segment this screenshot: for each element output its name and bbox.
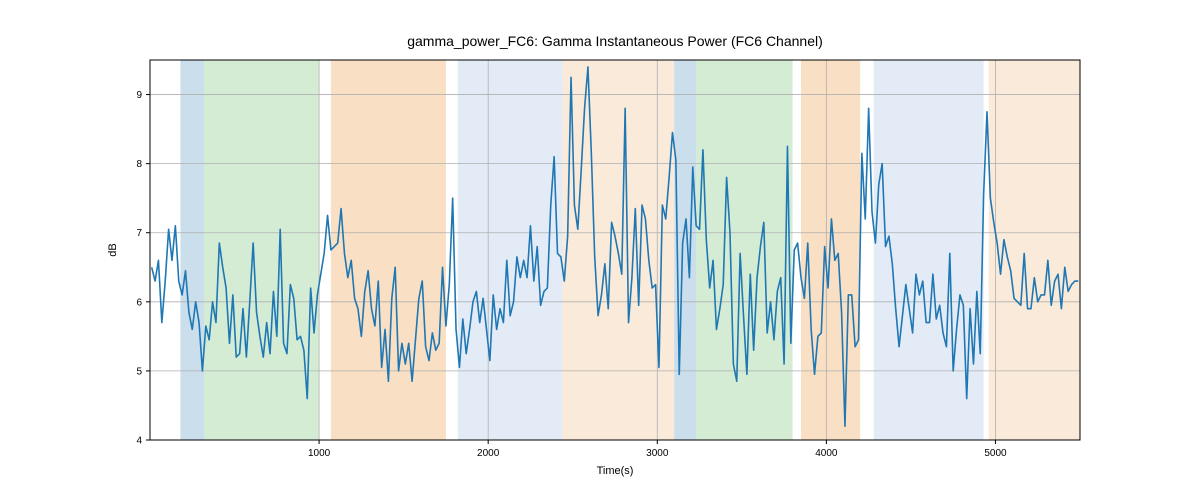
x-tick-label: 2000 <box>477 448 500 459</box>
shaded-region <box>331 60 446 440</box>
line-chart: 1000 2000 3000 4000 5000 4 5 6 7 8 9 Time(s) dB gamma… <box>0 0 1200 500</box>
y-axis-label: dB <box>107 243 119 256</box>
y-tick-label: 6 <box>136 297 142 308</box>
y-tick-label: 9 <box>136 90 142 101</box>
shaded-region <box>696 60 792 440</box>
y-tick-label: 5 <box>136 366 142 377</box>
chart-container: 1000 2000 3000 4000 5000 4 5 6 7 8 9 Time(s) dB gamma… <box>0 0 1200 500</box>
chart-title: gamma_power_FC6: Gamma Instantaneous Pow… <box>407 33 823 49</box>
y-tick-label: 7 <box>136 228 142 239</box>
y-tick-label: 4 <box>136 436 142 447</box>
x-tick-label: 3000 <box>646 448 669 459</box>
x-tick-label: 1000 <box>308 448 331 459</box>
shaded-region <box>180 60 204 440</box>
y-tick-label: 8 <box>136 159 142 170</box>
x-tick-label: 4000 <box>815 448 838 459</box>
x-tick-label: 5000 <box>984 448 1007 459</box>
x-axis-label: Time(s) <box>597 465 634 477</box>
shaded-region <box>204 60 319 440</box>
shaded-region <box>458 60 563 440</box>
